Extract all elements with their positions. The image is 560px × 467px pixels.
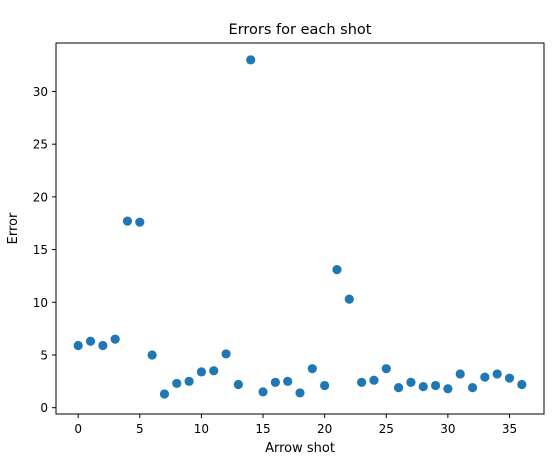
data-point xyxy=(160,389,169,398)
x-tick-label: 5 xyxy=(136,422,144,436)
data-point xyxy=(468,383,477,392)
data-point xyxy=(111,335,120,344)
x-axis-label: Arrow shot xyxy=(265,441,335,456)
data-point xyxy=(271,378,280,387)
y-tick-label: 25 xyxy=(33,138,48,152)
y-tick-label: 30 xyxy=(33,85,48,99)
data-point xyxy=(480,373,489,382)
x-tick-label: 15 xyxy=(255,422,270,436)
data-point xyxy=(234,380,243,389)
data-point xyxy=(505,374,514,383)
data-point xyxy=(357,378,366,387)
y-tick-label: 20 xyxy=(33,190,48,204)
data-point xyxy=(184,377,193,386)
data-point xyxy=(345,295,354,304)
data-point xyxy=(197,367,206,376)
data-point xyxy=(221,349,230,358)
y-tick-label: 15 xyxy=(33,243,48,257)
data-point xyxy=(456,369,465,378)
data-point xyxy=(148,350,157,359)
x-tick-label: 20 xyxy=(317,422,332,436)
data-point xyxy=(406,378,415,387)
x-tick-label: 0 xyxy=(74,422,82,436)
data-point xyxy=(308,364,317,373)
data-point xyxy=(98,341,107,350)
x-tick-label: 25 xyxy=(379,422,394,436)
data-point xyxy=(74,341,83,350)
y-axis-label: Error xyxy=(6,212,21,244)
data-point xyxy=(332,265,341,274)
data-point xyxy=(283,377,292,386)
x-tick-label: 35 xyxy=(502,422,517,436)
y-tick-label: 5 xyxy=(40,348,48,362)
data-point xyxy=(246,55,255,64)
y-tick-label: 0 xyxy=(40,401,48,415)
data-point xyxy=(172,379,181,388)
data-point xyxy=(258,387,267,396)
data-point xyxy=(517,380,526,389)
data-point xyxy=(209,366,218,375)
y-tick-label: 10 xyxy=(33,296,48,310)
data-point xyxy=(86,337,95,346)
x-tick-label: 30 xyxy=(440,422,455,436)
data-point xyxy=(419,382,428,391)
data-point xyxy=(123,217,132,226)
data-point xyxy=(369,376,378,385)
x-tick-label: 10 xyxy=(194,422,209,436)
data-point xyxy=(394,383,403,392)
data-point xyxy=(295,388,304,397)
chart-title: Errors for each shot xyxy=(229,22,372,38)
data-point xyxy=(493,369,502,378)
data-point xyxy=(320,381,329,390)
data-point xyxy=(382,364,391,373)
data-point xyxy=(135,218,144,227)
data-point xyxy=(443,384,452,393)
data-point xyxy=(431,381,440,390)
